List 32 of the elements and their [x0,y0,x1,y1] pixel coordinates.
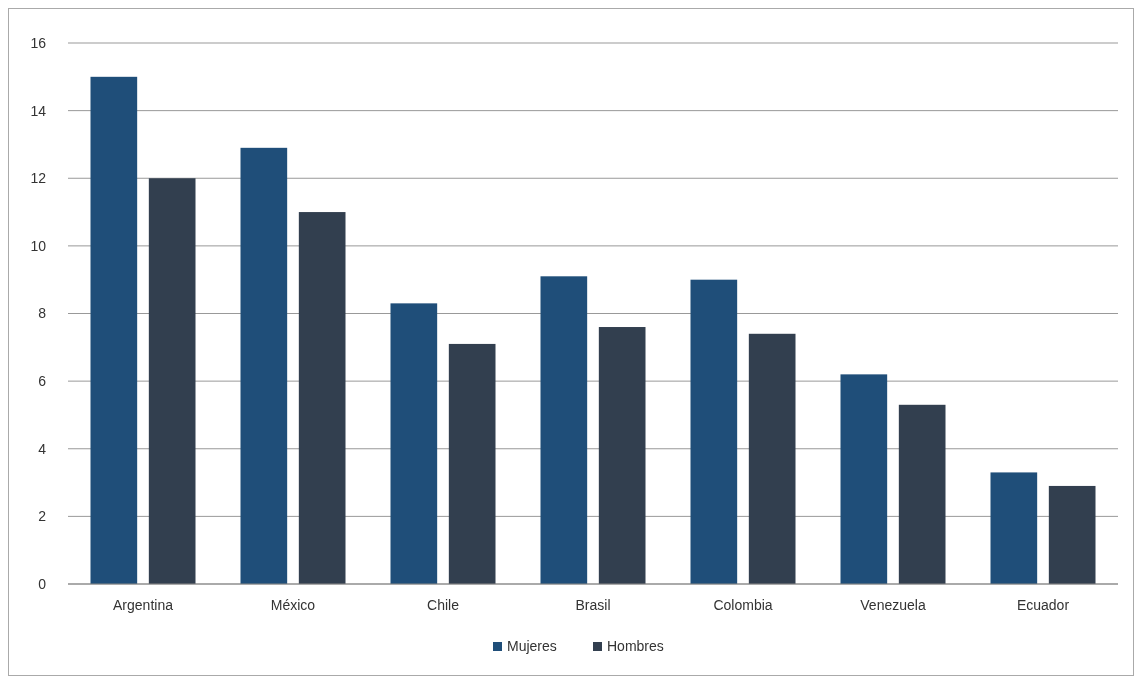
legend-label: Hombres [607,638,664,654]
bar [240,147,288,584]
bar [540,276,588,584]
y-tick-label: 2 [38,508,47,525]
bar [898,404,946,584]
x-tick-label: Argentina [113,597,174,613]
bar [748,333,796,584]
x-tick-label: Colombia [713,597,773,613]
x-tick-label: Venezuela [860,597,926,613]
x-tick-label: México [270,597,316,613]
bar [90,76,138,584]
bar [448,343,496,584]
bar [1048,485,1096,584]
bar [990,472,1038,584]
legend-label: Mujeres [507,638,557,654]
y-tick-label: 4 [38,440,47,457]
bar [690,279,738,584]
y-tick-label: 16 [30,34,47,51]
x-tick-label: Ecuador [1016,597,1070,613]
bar [390,303,438,584]
y-tick-label: 8 [38,305,47,322]
x-tick-label: Chile [427,597,460,613]
bar [840,374,888,584]
bar [298,212,346,584]
y-tick-label: 0 [38,575,47,592]
y-tick-label: 6 [38,373,47,390]
y-tick-label: 12 [30,170,47,187]
y-tick-label: 10 [30,237,47,254]
x-tick-label: Brasil [575,597,611,613]
bar [148,178,196,584]
bar [598,327,646,584]
y-tick-label: 14 [30,102,47,119]
